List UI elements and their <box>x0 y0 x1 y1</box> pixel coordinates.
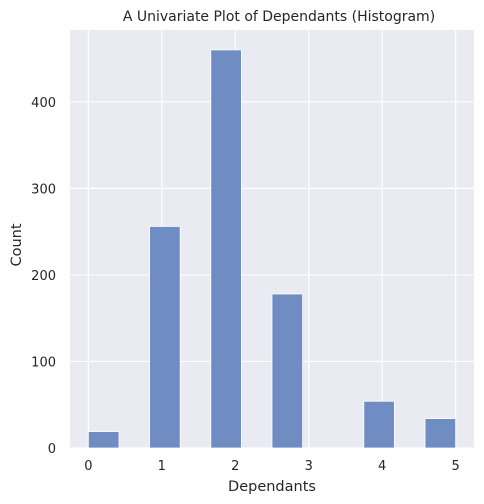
bars <box>87 49 457 449</box>
y-tick-label: 0 <box>48 442 56 457</box>
histogram-bar <box>210 49 242 449</box>
chart-title: A Univariate Plot of Dependants (Histogr… <box>123 9 435 25</box>
x-tick-labels: 0 1 2 3 4 5 <box>84 459 460 474</box>
x-tick-label: 0 <box>84 459 92 474</box>
histogram-bar <box>424 418 457 449</box>
histogram-bar <box>363 400 395 449</box>
y-tick-label: 400 <box>31 96 56 111</box>
x-tick-label: 4 <box>378 459 386 474</box>
y-tick-labels: 0 100 200 300 400 <box>31 96 56 457</box>
x-axis-label: Dependants <box>228 479 316 495</box>
x-tick-label: 3 <box>305 459 313 474</box>
x-tick-label: 2 <box>231 459 239 474</box>
y-axis-label: Count <box>9 223 25 266</box>
histogram-bar <box>149 226 181 449</box>
histogram-bar <box>87 431 120 449</box>
y-tick-label: 200 <box>31 269 56 284</box>
x-tick-label: 1 <box>158 459 166 474</box>
y-tick-label: 300 <box>31 182 56 197</box>
histogram-bar <box>271 293 304 449</box>
y-tick-label: 100 <box>31 355 56 370</box>
x-tick-label: 5 <box>451 459 459 474</box>
